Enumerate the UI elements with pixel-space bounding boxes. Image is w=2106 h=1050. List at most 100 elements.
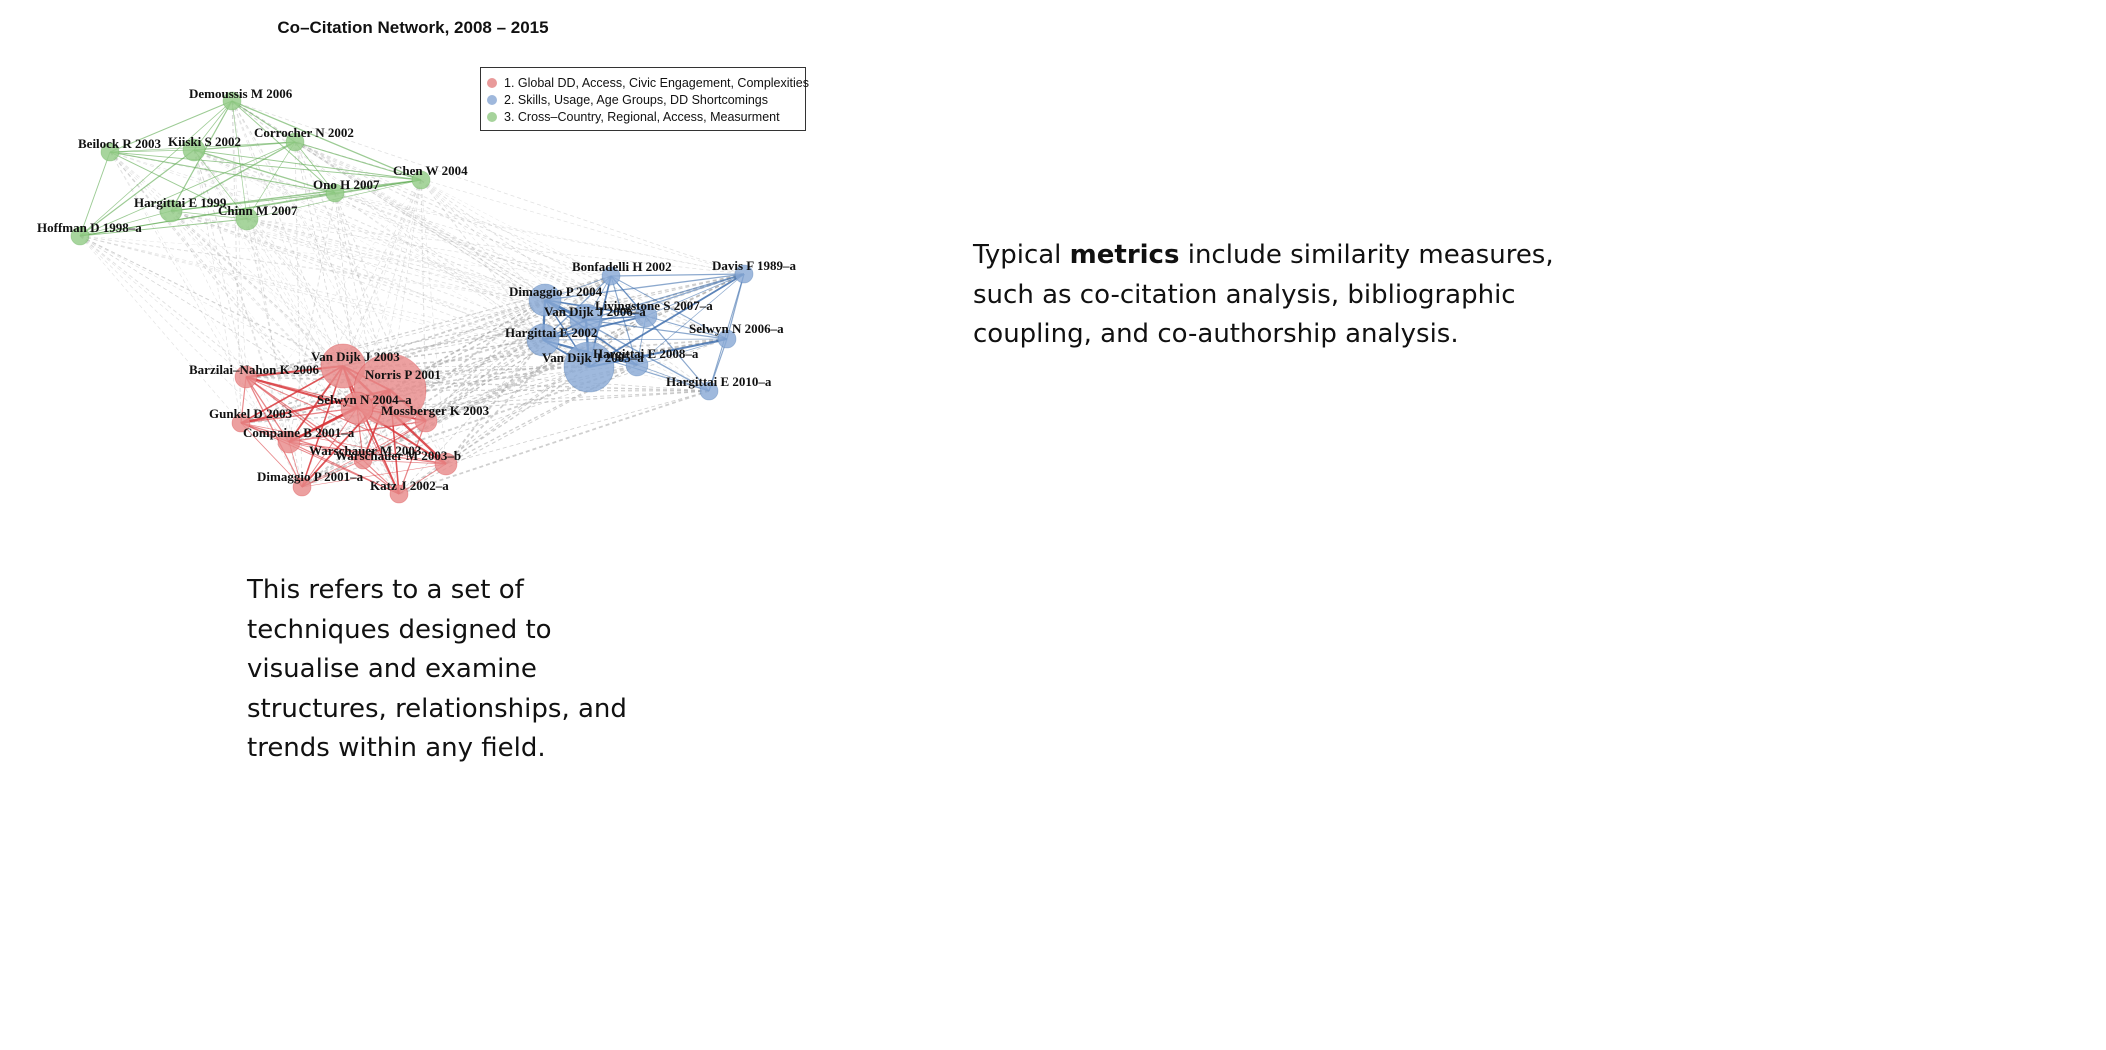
node-davis	[734, 264, 754, 284]
edge-within-cluster-3	[109, 151, 422, 181]
edge-between-clusters	[356, 299, 546, 409]
node-label-ono: Ono H 2007	[313, 177, 380, 192]
node-label-selwyn2006: Selwyn N 2006–a	[689, 321, 784, 336]
metrics-keyword: metrics	[1069, 240, 1180, 270]
edge-between-clusters	[246, 218, 728, 340]
metrics-text-prefix: Typical	[973, 240, 1070, 270]
edge-between-clusters	[425, 366, 590, 422]
node-label-hargittai2008: Hargittai E 2008–a	[593, 346, 699, 361]
node-demoussis	[222, 91, 242, 111]
node-label-livingstone: Livingstone S 2007–a	[595, 298, 713, 313]
edge-between-clusters	[301, 179, 422, 488]
edge-within-cluster-3	[193, 141, 296, 151]
edge-within-cluster-1	[288, 420, 427, 443]
edge-within-cluster-3	[170, 141, 296, 212]
edge-within-cluster-3	[294, 141, 422, 181]
edge-within-cluster-3	[109, 151, 336, 194]
node-label-gunkel: Gunkel D 2003	[209, 406, 293, 421]
node-warschauer2003	[353, 450, 373, 470]
edge-within-cluster-2	[610, 275, 710, 392]
edge-within-cluster-2	[585, 319, 728, 340]
edge-between-clusters	[79, 235, 590, 368]
edge-between-clusters	[193, 149, 647, 317]
edge-between-clusters	[445, 319, 587, 465]
node-label-corrocher: Corrocher N 2002	[254, 125, 354, 140]
edge-within-cluster-1	[240, 422, 303, 488]
edge-between-clusters	[245, 299, 546, 378]
edge-within-cluster-2	[610, 273, 745, 277]
edge-between-clusters	[246, 218, 400, 495]
edge-within-cluster-3	[79, 218, 248, 237]
node-label-barzilai: Barzilai–Nahon K 2006	[189, 362, 320, 377]
edge-between-clusters	[231, 100, 391, 391]
legend-swatch-cluster-3	[487, 111, 497, 122]
edge-between-clusters	[79, 235, 612, 277]
edge-within-cluster-1	[301, 463, 447, 488]
edge-between-clusters	[420, 179, 447, 465]
edge-between-clusters	[79, 235, 427, 422]
edge-between-clusters	[420, 179, 544, 341]
node-label-hargittai1999: Hargittai E 1999	[134, 195, 227, 210]
edge-between-clusters	[231, 100, 544, 341]
node-dimaggio2001	[292, 477, 312, 497]
edge-between-clusters	[109, 151, 364, 461]
edge-between-clusters	[445, 390, 710, 465]
edge-between-clusters	[109, 151, 303, 488]
node-ono	[325, 183, 345, 203]
node-selwyn2004	[340, 391, 374, 425]
edge-within-cluster-3	[109, 149, 195, 153]
node-label-davis: Davis F 1989–a	[712, 258, 797, 273]
node-corrocher	[285, 132, 305, 152]
edge-between-clusters	[398, 339, 544, 495]
edge-between-clusters	[246, 218, 546, 301]
edge-between-clusters	[420, 179, 728, 340]
node-label-mossberger: Mossberger K 2003	[381, 403, 490, 418]
node-label-bonfadelli: Bonfadelli H 2002	[572, 259, 672, 274]
node-label-demoussis: Demoussis M 2006	[189, 86, 293, 101]
edge-between-clusters	[193, 149, 242, 424]
co-citation-network: Demoussis M 2006 Beilock R 2003 Kiiski S 2…	[37, 86, 797, 504]
node-label-vandijk2005: Van Dijk J 2005–a	[542, 350, 644, 365]
edge-within-cluster-3	[79, 149, 195, 237]
edge-within-cluster-1	[240, 422, 447, 465]
node-hargittai2002	[526, 323, 560, 357]
edge-between-clusters	[398, 366, 590, 495]
edge-between-clusters	[109, 151, 745, 275]
legend-item-cluster-3: 3. Cross–Country, Regional, Access, Meas…	[487, 108, 805, 125]
edge-between-clusters	[425, 299, 546, 422]
edge-within-cluster-3	[109, 151, 248, 220]
edge-between-clusters	[170, 210, 638, 366]
node-label-kiiski: Kiiski S 2002	[168, 134, 241, 149]
node-selwyn2006	[717, 329, 737, 349]
legend-item-cluster-2: 2. Skills, Usage, Age Groups, DD Shortco…	[487, 91, 805, 108]
edge-within-cluster-2	[636, 338, 728, 366]
node-label-chinn: Chinn M 2007	[218, 203, 298, 218]
node-hargittai1999	[159, 199, 183, 223]
node-hargittai2010	[699, 381, 719, 401]
legend-item-cluster-1: 1. Global DD, Access, Civic Engagement, …	[487, 74, 809, 91]
edge-between-clusters	[445, 339, 544, 465]
edge-within-cluster-3	[79, 100, 233, 237]
edge-within-cluster-1	[245, 376, 303, 488]
edge-between-clusters	[334, 192, 590, 368]
edge-between-clusters	[301, 338, 728, 488]
edge-between-clusters	[193, 149, 364, 461]
node-label-hoffman: Hoffman D 1998–a	[37, 220, 142, 235]
edge-within-cluster-2	[708, 338, 728, 392]
edge-between-clusters	[231, 100, 745, 275]
node-vandijk2006	[569, 303, 603, 337]
edge-between-clusters	[334, 192, 544, 341]
node-label-dimaggio2001: Dimaggio P 2001–a	[257, 469, 364, 484]
edge-between-clusters	[240, 390, 710, 424]
metrics-text-suffix: include similarity measures, such as co-…	[973, 240, 1554, 349]
edge-within-cluster-1	[240, 407, 358, 424]
edge-within-cluster-1	[362, 459, 447, 465]
node-label-katz: Katz J 2002–a	[370, 478, 449, 493]
edge-between-clusters	[193, 149, 290, 443]
edge-between-clusters	[193, 149, 544, 341]
edge-between-clusters	[342, 275, 612, 367]
legend-label-cluster-1: 1. Global DD, Access, Civic Engagement, …	[504, 75, 809, 90]
edge-within-cluster-3	[193, 149, 422, 181]
edge-between-clusters	[170, 210, 364, 461]
edge-between-clusters	[193, 149, 247, 378]
